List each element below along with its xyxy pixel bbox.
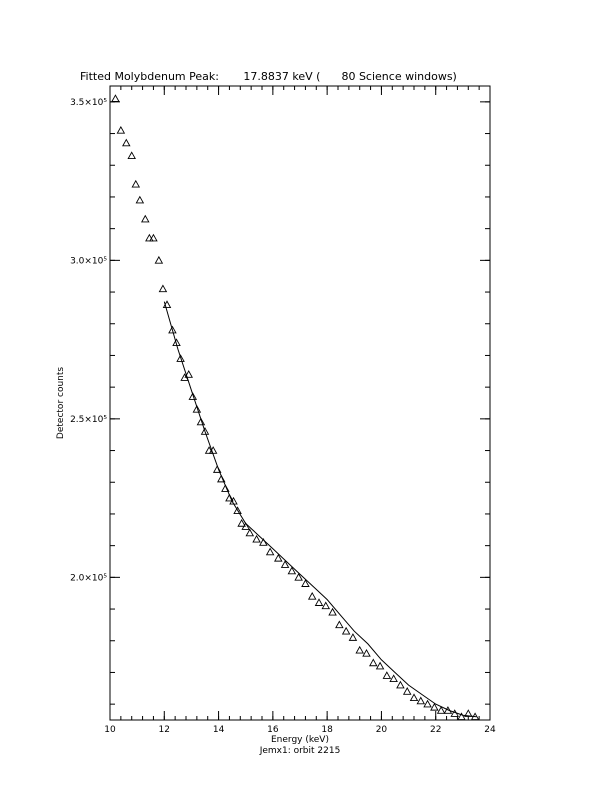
y-axis-label: Detector counts (56, 367, 66, 439)
data-point-triangle (196, 417, 206, 426)
data-point-triangle (127, 151, 136, 159)
x-tick-label: 10 (104, 725, 116, 735)
data-point-triangle (382, 671, 392, 679)
y-tick-label: 3.0×10⁵ (70, 256, 107, 266)
data-point-triangle (409, 693, 419, 702)
data-point-triangle (233, 506, 242, 515)
data-point-triangle (335, 620, 344, 629)
data-point-triangle (116, 125, 126, 134)
plot-area (111, 94, 480, 721)
data-point-triangle (274, 553, 283, 562)
data-point-triangle (430, 702, 439, 711)
data-point-triangle (252, 534, 261, 543)
data-point-triangle (321, 601, 331, 610)
data-point-triangle (396, 680, 405, 689)
data-point-triangle (436, 706, 446, 714)
data-point-triangle (221, 484, 230, 492)
data-point-triangle (369, 658, 378, 667)
data-point-triangle (122, 138, 131, 147)
x-axis-sublabel: Jemx1: orbit 2215 (259, 746, 341, 756)
data-point-triangle (355, 645, 364, 654)
data-point-triangle (200, 427, 210, 435)
data-point-triangle (341, 626, 351, 635)
data-point-triangle (204, 446, 214, 454)
x-tick-label: 22 (430, 725, 441, 735)
plot-frame (109, 85, 491, 721)
data-point-triangle (188, 392, 198, 400)
data-point-triangle (192, 404, 202, 413)
data-point-triangle (245, 528, 255, 537)
x-tick-label: 18 (321, 725, 333, 735)
data-point-triangle (135, 195, 145, 204)
data-point-triangle (375, 661, 385, 670)
x-tick-label: 16 (267, 725, 279, 735)
data-point-triangle (168, 325, 177, 334)
data-point-triangle (145, 233, 154, 242)
data-point-triangle (225, 493, 234, 502)
data-point-triangle (464, 709, 473, 717)
data-point-triangle (141, 214, 150, 223)
data-point-triangle (301, 579, 310, 587)
fit-line (163, 301, 477, 718)
x-axis-label: Energy (keV) (271, 735, 329, 745)
x-tick-label: 12 (159, 725, 170, 735)
data-point-triangle (416, 696, 426, 705)
x-tick-label: 14 (213, 725, 225, 735)
data-point-triangle (280, 560, 290, 568)
y-tick-label: 2.5×10⁵ (70, 415, 107, 425)
data-point-triangle (217, 474, 226, 483)
x-axis: 10 12 14 16 18 20 22 24 (104, 86, 496, 735)
data-point-triangle (149, 233, 158, 242)
data-point-triangle (176, 354, 185, 362)
data-point-triangle (241, 522, 250, 530)
data-point-triangle (287, 566, 297, 575)
x-tick-label: 24 (484, 725, 496, 735)
data-point-triangle (184, 370, 193, 378)
data-point-triangle (328, 607, 337, 616)
data-point-triangle (389, 674, 398, 683)
data-point-triangle (362, 649, 371, 657)
data-point-triangle (237, 519, 246, 527)
data-point-triangle (294, 572, 303, 581)
data-point-triangle (307, 591, 317, 600)
x-tick-label: 20 (376, 725, 388, 735)
data-point-triangle (314, 598, 324, 606)
data-point-triangle (158, 284, 168, 293)
data-point-triangle (131, 179, 141, 188)
y-tick-label: 2.0×10⁵ (70, 573, 107, 583)
data-point-triangle (423, 699, 432, 708)
data-point-triangle (402, 687, 412, 695)
data-point-triangle (154, 255, 164, 264)
y-axis: 2.0×10⁵ 2.5×10⁵ 3.0×10⁵ 3.5×10⁵ (70, 98, 490, 705)
data-point-triangle (265, 547, 275, 556)
y-tick-label: 3.5×10⁵ (70, 98, 107, 108)
chart-title: Fitted Molybdenum Peak: 17.8837 keV ( 80… (80, 70, 457, 83)
data-point-triangle (348, 633, 358, 641)
data-point-triangle (111, 94, 120, 102)
data-point-triangle (457, 712, 466, 721)
